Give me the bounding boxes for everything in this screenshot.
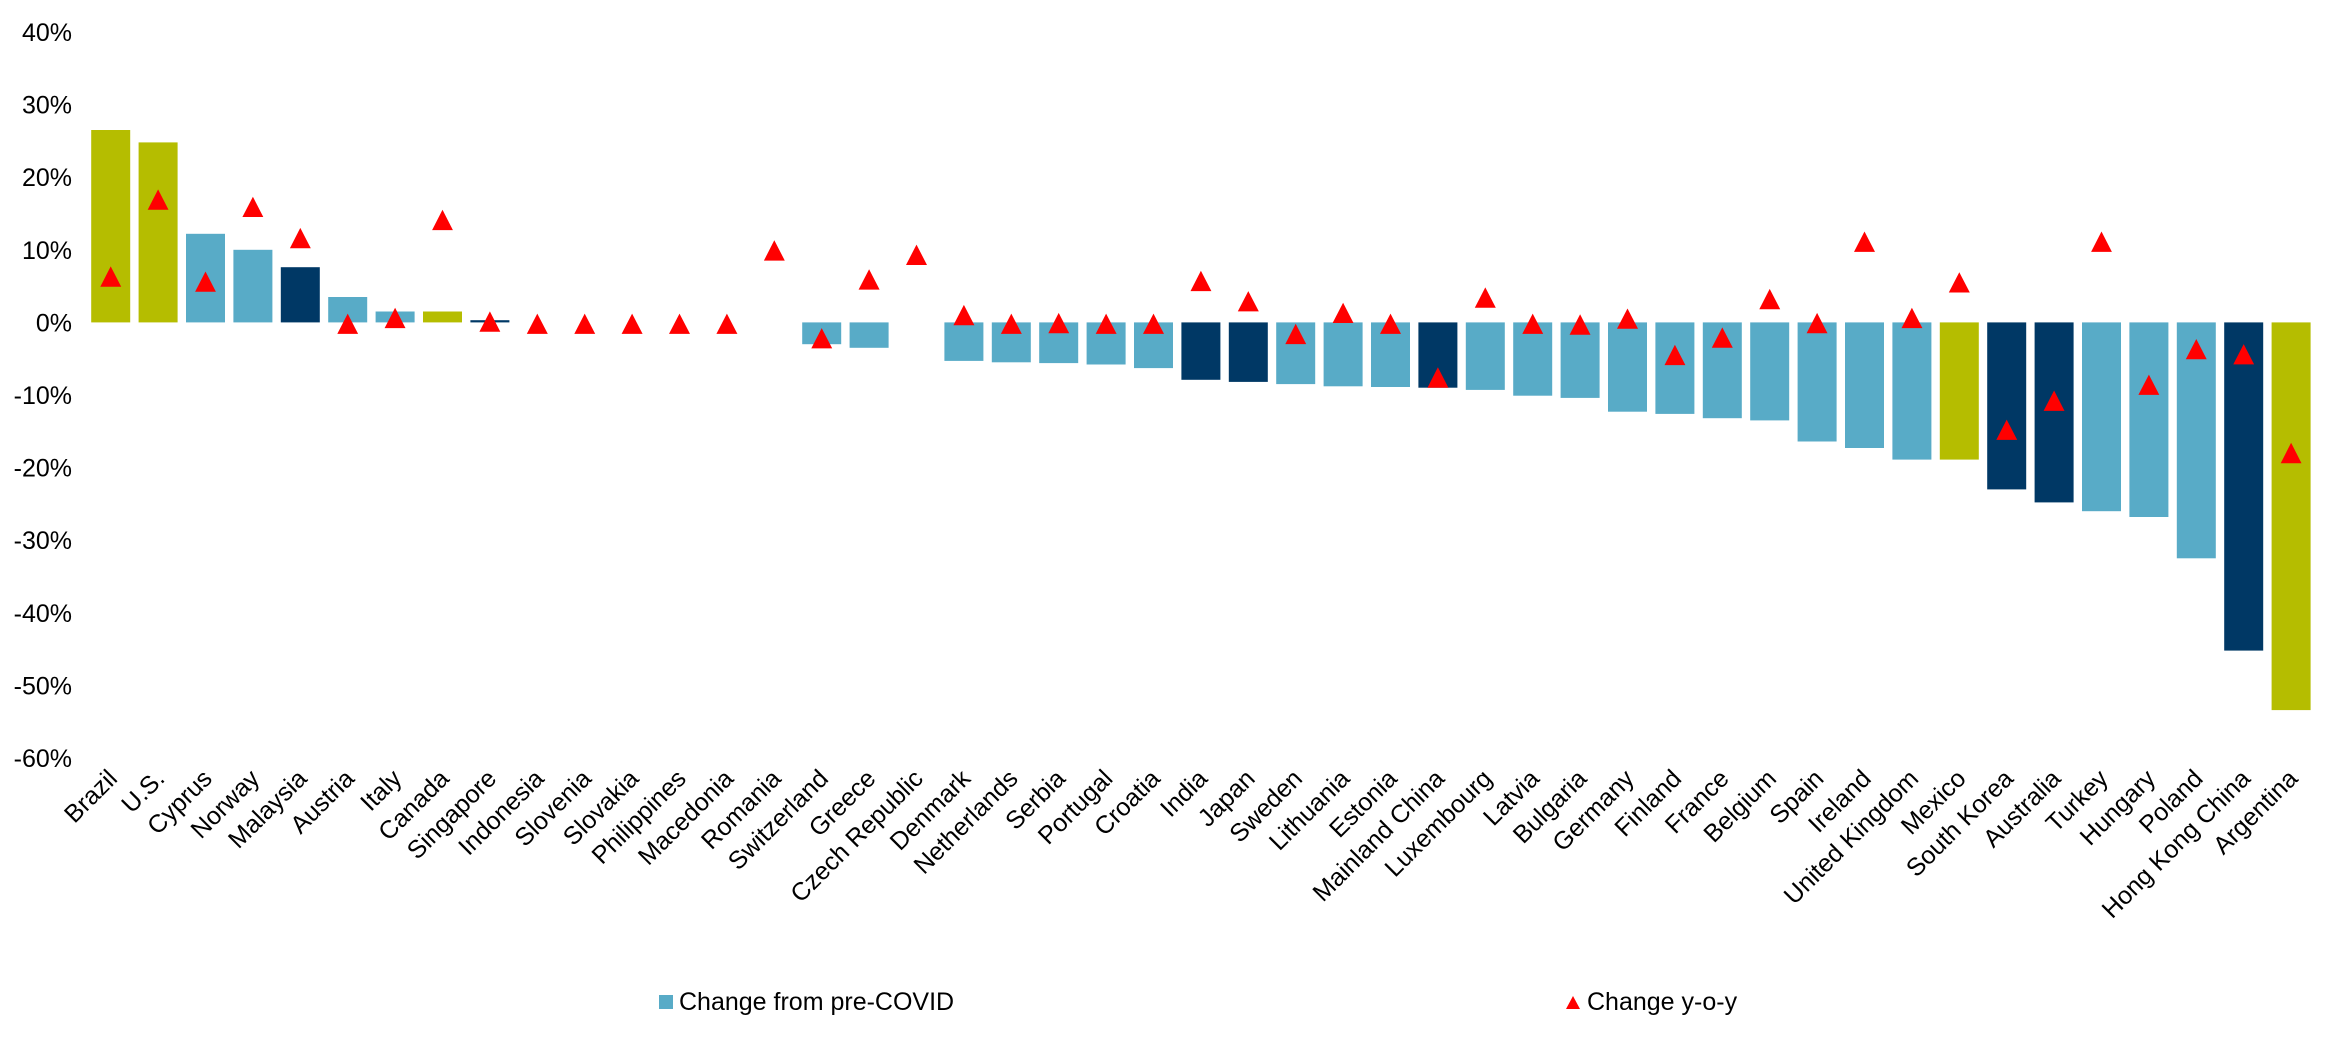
y-tick-label: -40%: [14, 600, 72, 628]
marker-philippines: [669, 313, 690, 334]
marker-australia: [2043, 390, 2065, 411]
marker-brazil: [100, 266, 122, 287]
y-tick-label: 20%: [22, 164, 72, 192]
marker-canada: [432, 209, 453, 231]
y-tick-label: -60%: [14, 745, 72, 773]
bar-finland: [1655, 322, 1695, 414]
legend-item-markers: Change y-o-y: [1566, 982, 1737, 1022]
bar-latvia: [1513, 322, 1553, 396]
bar-japan: [1228, 322, 1268, 382]
marker-croatia: [1143, 313, 1164, 334]
marker-greece: [858, 269, 880, 290]
marker-series-change-y-o-y: [100, 189, 2302, 464]
bar-denmark: [944, 322, 984, 361]
marker-romania: [763, 240, 785, 261]
y-axis: 40% 30% 20% 10% 0% -10% -20% -30% -40% -50% -60%: [14, 19, 72, 773]
marker-portugal: [1095, 313, 1117, 334]
legend-swatch-square-icon: [659, 995, 673, 1009]
bar-germany: [1608, 322, 1647, 412]
bar-canada: [423, 311, 462, 323]
legend-label-change-y-o-y: Change y-o-y: [1587, 987, 1738, 1016]
bar-south-korea: [1987, 322, 2027, 490]
marker-japan: [1237, 291, 1259, 312]
marker-lithuania: [1332, 302, 1354, 323]
marker-czech-republic: [906, 244, 927, 265]
marker-bulgaria: [1569, 314, 1591, 335]
y-tick-label: -10%: [14, 382, 72, 410]
bar-hungary: [2129, 322, 2169, 517]
bar-argentina: [2271, 322, 2311, 711]
legend-item-bars: Change from pre-COVID: [659, 982, 954, 1022]
bar-series-change-from-pre-covid: [91, 130, 2311, 711]
marker-poland: [2185, 339, 2207, 360]
marker-u-s: [147, 189, 169, 210]
bar-greece: [849, 322, 889, 348]
bar-australia: [2034, 322, 2074, 503]
bar-bulgaria: [1560, 322, 1600, 398]
bar-u-s: [138, 142, 178, 323]
marker-luxembourg: [1474, 287, 1496, 308]
marker-singapore: [479, 311, 501, 332]
bar-turkey: [2082, 322, 2121, 512]
marker-united-kingdom: [1901, 307, 1923, 329]
y-tick-label: 10%: [22, 237, 72, 265]
bar-belgium: [1750, 322, 1790, 421]
marker-netherlands: [1000, 313, 1022, 334]
bar-lithuania: [1323, 322, 1363, 387]
marker-belgium: [1759, 288, 1781, 310]
marker-hong-kong-china: [2233, 344, 2255, 365]
bar-malaysia: [280, 267, 320, 323]
marker-switzerland: [811, 328, 833, 349]
marker-cyprus: [195, 271, 216, 292]
marker-ireland: [1854, 231, 1875, 252]
bar-brazil: [91, 130, 131, 323]
bar-united-kingdom: [1892, 322, 1932, 460]
marker-austria: [337, 313, 359, 334]
y-tick-label: -30%: [14, 527, 72, 555]
marker-macedonia: [716, 313, 738, 334]
marker-mexico: [1948, 272, 1970, 293]
bar-luxembourg: [1465, 322, 1505, 390]
x-axis-labels: BrazilU.S.CyprusNorwayMalaysiaAustriaIta…: [59, 764, 2303, 924]
marker-india: [1190, 270, 1212, 292]
marker-serbia: [1048, 312, 1070, 334]
marker-germany: [1617, 308, 1638, 329]
marker-estonia: [1380, 313, 1401, 334]
legend-label-change-from-pre-covid: Change from pre-COVID: [679, 987, 955, 1016]
bar-india: [1181, 322, 1221, 380]
marker-argentina: [2280, 442, 2302, 464]
marker-spain: [1806, 312, 1828, 334]
marker-norway: [242, 196, 264, 217]
y-tick-label: 0%: [36, 309, 72, 337]
bar-poland: [2176, 322, 2216, 559]
y-tick-label: -20%: [14, 455, 72, 483]
bar-norway: [233, 249, 273, 323]
marker-france: [1711, 327, 1733, 348]
marker-finland: [1664, 344, 1686, 366]
marker-denmark: [953, 304, 975, 326]
y-tick-label: 40%: [22, 19, 72, 47]
marker-sweden: [1285, 323, 1307, 345]
marker-slovenia: [574, 313, 596, 334]
marker-turkey: [2091, 231, 2112, 252]
marker-south-korea: [1996, 419, 2018, 440]
bar-ireland: [1845, 322, 1884, 448]
marker-indonesia: [526, 313, 548, 334]
marker-malaysia: [289, 227, 311, 249]
marker-hungary: [2138, 374, 2160, 395]
marker-mainland-china: [1427, 367, 1449, 388]
y-tick-label: -50%: [14, 672, 72, 700]
bar-mexico: [1939, 322, 1979, 460]
bar-hong-kong-china: [2224, 322, 2264, 651]
x-tick-label: Brazil: [59, 764, 123, 828]
legend-triangle-icon: [1566, 995, 1580, 1009]
marker-slovakia: [621, 313, 643, 334]
marker-italy: [384, 307, 406, 329]
y-tick-label: 30%: [22, 92, 72, 120]
bar-spain: [1797, 322, 1837, 442]
marker-latvia: [1522, 313, 1544, 334]
